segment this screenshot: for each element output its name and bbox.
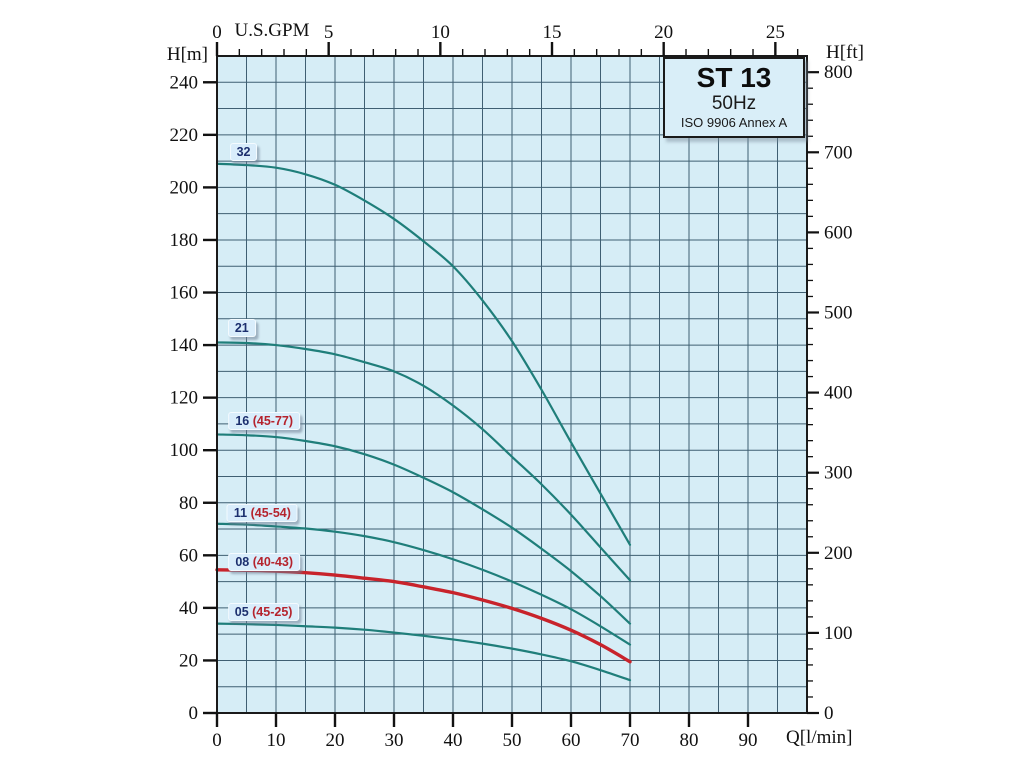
right-tick-label: 600 — [824, 222, 853, 243]
left-tick-label: 0 — [189, 703, 199, 724]
right-tick-label: 100 — [824, 623, 853, 644]
bottom-tick-label: 10 — [267, 730, 286, 751]
top-tick-label: 10 — [431, 22, 450, 43]
bottom-axis-unit-label: Q[l/min] — [786, 727, 853, 748]
left-tick-label: 100 — [170, 440, 199, 461]
bottom-tick-label: 80 — [680, 730, 699, 751]
left-tick-label: 140 — [170, 335, 199, 356]
curve-label-32: 32 — [229, 142, 258, 161]
bottom-tick-label: 50 — [503, 730, 522, 751]
curves — [215, 162, 632, 682]
left-axis: 0 20 40 60 80 100 120 140 160 180 200 220 240 — [170, 72, 217, 724]
curve-label-number: 21 — [234, 320, 249, 335]
curve-16-path — [215, 433, 632, 625]
top-axis: 0 5 10 15 20 25 — [212, 22, 799, 56]
grid — [217, 56, 807, 713]
right-tick-label: 400 — [824, 383, 853, 404]
title-box: ST 13 50Hz ISO 9906 Annex A — [663, 57, 805, 138]
frequency-label: 50Hz — [711, 92, 757, 114]
bottom-tick-label: 90 — [739, 730, 758, 751]
curve-label-range: (45-54) — [247, 506, 291, 521]
top-tick-label: 5 — [324, 22, 334, 43]
standard-label: ISO 9906 Annex A — [680, 114, 788, 130]
curve-label-range: (45-25) — [248, 605, 293, 620]
left-tick-label: 240 — [170, 72, 199, 93]
bottom-tick-label: 0 — [212, 730, 222, 751]
left-axis-unit-label: H[m] — [166, 44, 208, 65]
right-axis-unit-label: H[ft] — [826, 42, 864, 63]
top-tick-label: 15 — [543, 22, 562, 43]
left-tick-label: 40 — [179, 598, 198, 619]
right-tick-label: 300 — [824, 463, 853, 484]
bottom-axis: 0 10 20 30 40 50 60 70 80 90 — [212, 713, 758, 751]
curve-label-range: (40-43) — [249, 554, 294, 569]
curve-label-range: (45-77) — [249, 414, 294, 429]
top-axis-unit-label: U.S.GPM — [234, 20, 310, 41]
curve-label-number: 16 — [235, 414, 250, 429]
bottom-tick-label: 20 — [326, 730, 345, 751]
left-tick-label: 180 — [170, 230, 199, 251]
right-tick-label: 200 — [824, 543, 853, 564]
curve-label-number: 05 — [234, 605, 249, 620]
top-tick-label: 20 — [654, 22, 673, 43]
left-tick-label: 20 — [179, 650, 198, 671]
curve-label-11: 11 (45-54) — [226, 504, 298, 523]
bottom-tick-label: 30 — [385, 730, 404, 751]
bottom-tick-label: 40 — [444, 730, 463, 751]
bottom-tick-label: 70 — [621, 730, 640, 751]
curve-05-path — [215, 622, 632, 682]
curve-11-path — [215, 522, 632, 646]
right-axis: 0 100 200 300 400 500 600 700 800 — [807, 62, 853, 724]
bottom-tick-label: 60 — [562, 730, 581, 751]
curve-label-number: 32 — [236, 144, 251, 159]
left-tick-label: 60 — [179, 545, 198, 566]
curve-label-16: 16 (45-77) — [228, 412, 301, 431]
curve-08-path — [215, 568, 632, 664]
top-tick-label: 0 — [212, 22, 222, 43]
curve-label-number: 08 — [235, 554, 250, 569]
left-tick-label: 200 — [170, 177, 199, 198]
curve-32-path — [215, 162, 632, 546]
model-name: ST 13 — [696, 62, 772, 94]
left-tick-label: 80 — [179, 493, 198, 514]
curve-label-number: 11 — [233, 506, 248, 521]
left-tick-label: 220 — [170, 125, 199, 146]
right-tick-label: 800 — [824, 62, 853, 83]
curve-label-08: 08 (40-43) — [228, 552, 301, 571]
right-tick-label: 0 — [824, 703, 834, 724]
left-tick-label: 120 — [170, 388, 199, 409]
top-tick-label: 25 — [766, 22, 785, 43]
curve-21-path — [215, 341, 632, 582]
right-tick-label: 700 — [824, 142, 853, 163]
left-tick-label: 160 — [170, 283, 199, 304]
right-tick-label: 500 — [824, 302, 853, 323]
curve-label-21: 21 — [227, 318, 256, 337]
curve-label-05: 05 (45-25) — [227, 603, 300, 622]
